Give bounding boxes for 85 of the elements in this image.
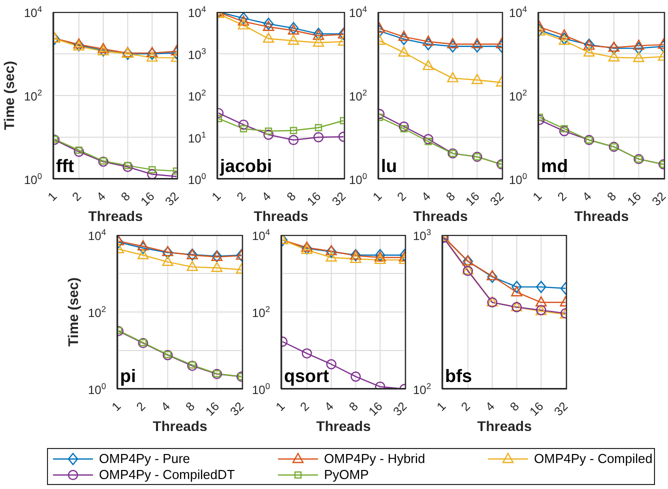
x-tick-label: 32 — [551, 399, 571, 419]
x-tick-label: 8 — [118, 189, 134, 204]
y-tick-label: 10$^{0}$ — [188, 171, 206, 187]
x-tick-label: 32 — [649, 189, 668, 209]
x-tick-label: 2 — [234, 189, 249, 204]
y-axis-title: Time (sec) — [65, 278, 81, 346]
y-tick-label: 10$^{2}$ — [188, 88, 206, 104]
y-tick-label: 10$^{2}$ — [348, 88, 368, 104]
x-tick-label: 4 — [94, 189, 109, 204]
x-tick-label: 32 — [162, 189, 182, 209]
y-tick-label: 10$^{2}$ — [24, 88, 42, 104]
x-tick-label: 2 — [458, 399, 474, 414]
text: bfs — [445, 365, 472, 387]
x-tick-label: 8 — [182, 399, 198, 414]
x-axis-title: Threads — [88, 208, 143, 224]
y-tick-label: 10$^{3}$ — [188, 46, 206, 62]
x-axis-title: Threads — [254, 208, 308, 224]
x-tick-label: 2 — [69, 189, 84, 204]
text: pi — [120, 365, 136, 387]
y-tick-label: 10$^{3}$ — [412, 227, 432, 243]
text: lu — [381, 155, 397, 177]
x-axis-title: Threads — [316, 418, 371, 434]
y-tick-label: 10$^{4}$ — [348, 4, 368, 20]
x-tick-label: 16 — [304, 189, 324, 209]
x-tick-label: 4 — [158, 399, 174, 414]
legend-label: OMP4Py - Compiled — [534, 451, 652, 466]
y-tick-label: 10$^{0}$ — [508, 171, 528, 187]
x-tick-label: 2 — [394, 189, 410, 204]
x-tick-label: 16 — [138, 189, 158, 209]
x-axis-title: Threads — [574, 208, 629, 224]
x-tick-label: 4 — [482, 399, 498, 414]
x-tick-label: 8 — [604, 189, 620, 204]
y-tick-label: 10$^{4}$ — [24, 4, 42, 20]
x-tick-label: 1 — [44, 189, 60, 204]
x-tick-label: 8 — [443, 189, 458, 204]
x-tick-label: 1 — [434, 399, 449, 414]
x-tick-label: 16 — [624, 189, 644, 209]
x-tick-label: 4 — [580, 189, 594, 204]
y-tick-label: 10$^{0}$ — [88, 381, 106, 397]
x-axis-title: Threads — [413, 208, 468, 224]
text: qsort — [284, 365, 329, 387]
x-tick-label: 1 — [370, 189, 385, 204]
text: md — [541, 155, 568, 177]
legend-label: PyOMP — [324, 467, 369, 482]
x-tick-label: 2 — [297, 399, 312, 414]
x-tick-label: 4 — [322, 399, 337, 414]
x-tick-label: 32 — [487, 189, 507, 209]
y-axis-title: Time (sec) — [1, 61, 17, 130]
legend-label: OMP4Py - Hybrid — [324, 451, 426, 466]
y-tick-label: 10$^{4}$ — [188, 4, 206, 20]
x-tick-label: 8 — [284, 189, 299, 204]
x-tick-label: 1 — [108, 399, 124, 414]
x-tick-label: 32 — [227, 399, 247, 419]
x-tick-label: 16 — [366, 399, 386, 419]
x-tick-label: 16 — [462, 189, 482, 209]
x-tick-label: 1 — [272, 399, 288, 414]
y-tick-label: 10$^{1}$ — [188, 129, 206, 146]
x-tick-label: 16 — [526, 399, 546, 419]
x-tick-label: 4 — [258, 189, 274, 204]
y-tick-label: 10$^{0}$ — [348, 171, 368, 187]
x-tick-label: 2 — [554, 189, 570, 204]
text: jacobi — [220, 155, 272, 177]
x-tick-label: 16 — [202, 399, 222, 419]
y-tick-label: 10$^{2}$ — [88, 304, 106, 320]
x-tick-label: 2 — [134, 399, 148, 414]
legend-label: OMP4Py - CompiledDT — [99, 467, 235, 482]
x-axis-title: Threads — [152, 418, 208, 434]
y-tick-label: 10$^{4}$ — [88, 227, 106, 243]
y-tick-label: 10$^{0}$ — [24, 171, 42, 187]
x-tick-label: 1 — [530, 189, 545, 204]
text: fft — [56, 155, 74, 177]
legend-label: OMP4Py - Pure — [99, 451, 190, 466]
x-tick-label: 8 — [507, 399, 522, 414]
y-tick-label: 10$^{4}$ — [508, 4, 528, 20]
x-axis-title: Threads — [477, 418, 532, 434]
y-tick-label: 10$^{0}$ — [252, 381, 270, 397]
x-tick-label: 32 — [390, 399, 410, 419]
x-tick-label: 32 — [329, 189, 349, 209]
x-tick-label: 4 — [418, 189, 434, 204]
y-tick-label: 10$^{2}$ — [412, 381, 432, 397]
y-tick-label: 10$^{2}$ — [508, 88, 528, 104]
y-tick-label: 10$^{4}$ — [252, 227, 270, 243]
y-tick-label: 10$^{2}$ — [252, 304, 270, 320]
x-tick-label: 8 — [346, 399, 362, 414]
x-tick-label: 1 — [208, 189, 224, 204]
